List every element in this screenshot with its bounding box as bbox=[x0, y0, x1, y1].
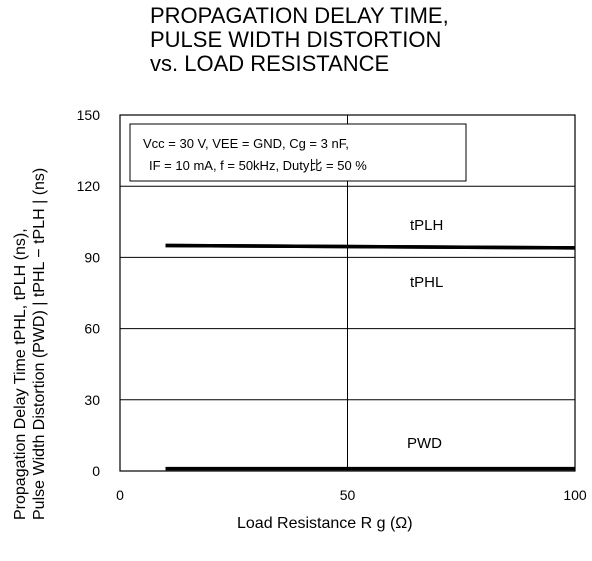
title-line-1: PROPAGATION DELAY TIME, bbox=[150, 3, 449, 28]
y-tick-labels: 0 30 60 90 120 150 bbox=[77, 107, 101, 479]
x-tick-labels: 0 50 100 bbox=[116, 487, 587, 503]
title-line-3: vs. LOAD RESISTANCE bbox=[150, 51, 390, 76]
y-tick-label: 0 bbox=[92, 463, 100, 479]
x-tick-label: 50 bbox=[340, 487, 356, 503]
plot-frame bbox=[119, 114, 576, 472]
conditions-line-2: IF = 10 mA, f = 50kHz, Duty比 = 50 % bbox=[149, 158, 367, 173]
label-tphl: tPHL bbox=[410, 274, 443, 291]
y-tick-label: 60 bbox=[84, 321, 100, 337]
x-tick-label: 100 bbox=[563, 487, 587, 503]
y-axis-label-line-1: Propagation Delay Time tPHL, tPLH (ns), bbox=[12, 228, 29, 520]
y-tick-label: 120 bbox=[77, 178, 101, 194]
y-tick-label: 30 bbox=[84, 392, 100, 408]
conditions-line-1: Vcc = 30 V, VEE = GND, Cg = 3 nF, bbox=[143, 136, 349, 151]
chart-title: PROPAGATION DELAY TIME, PULSE WIDTH DIST… bbox=[150, 4, 449, 76]
label-pwd: PWD bbox=[407, 435, 442, 452]
conditions-box bbox=[129, 123, 467, 182]
series-group bbox=[165, 243, 576, 471]
x-axis-label: Load Resistance R g (Ω) bbox=[237, 515, 413, 532]
x-tick-label: 0 bbox=[116, 487, 124, 503]
y-tick-label: 90 bbox=[84, 249, 100, 265]
series-line-tphl bbox=[165, 243, 576, 250]
y-axis-label-line-2: Pulse Width Distortion (PWD) | tPHL − tP… bbox=[31, 168, 48, 520]
title-line-2: PULSE WIDTH DISTORTION bbox=[150, 27, 442, 52]
y-tick-label: 150 bbox=[77, 107, 101, 123]
label-tplh: tPLH bbox=[410, 217, 443, 234]
